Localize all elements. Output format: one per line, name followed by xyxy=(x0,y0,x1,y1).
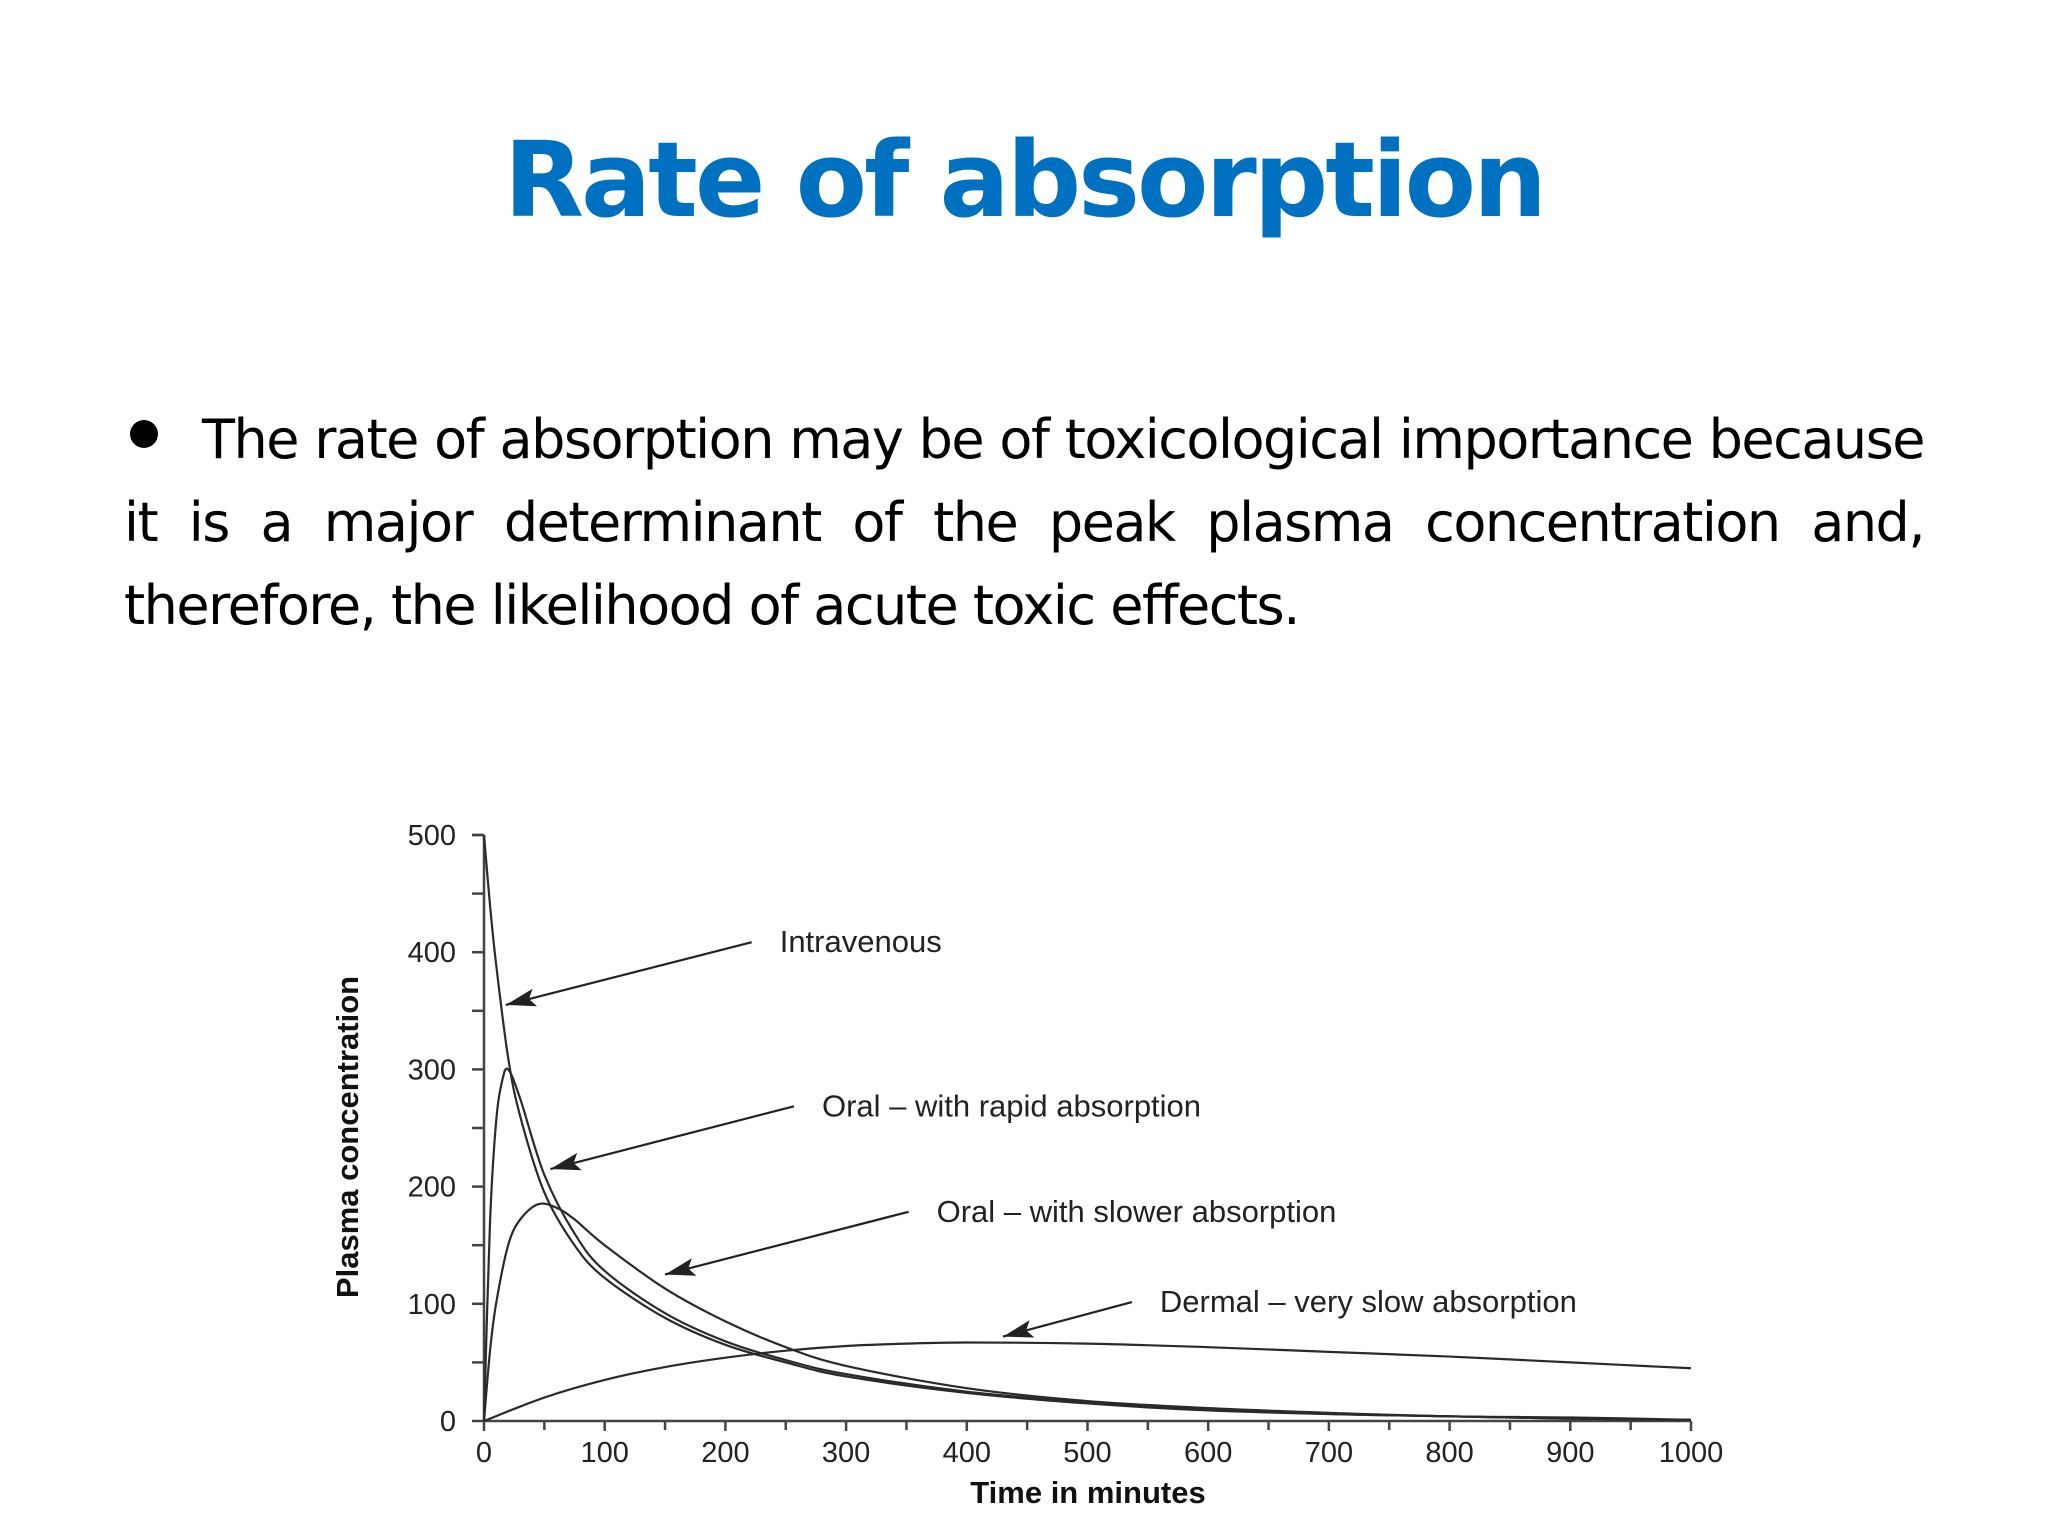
x-tick-label: 900 xyxy=(1546,1437,1594,1469)
arrowhead-icon xyxy=(505,988,538,1007)
x-tick-label: 600 xyxy=(1184,1437,1232,1469)
y-tick-label: 400 xyxy=(408,937,456,969)
x-axis: 0 100 200 300 400 500 600 700 800 900 1000 xyxy=(476,1419,1724,1469)
x-tick-label: 200 xyxy=(701,1437,749,1469)
y-tick-label: 200 xyxy=(408,1172,456,1204)
x-tick-label: 0 xyxy=(476,1437,492,1469)
bullet-paragraph: The rate of absorption may be of toxicol… xyxy=(124,398,1926,647)
x-tick-label: 100 xyxy=(581,1437,629,1469)
slide-title: Rate of absorption xyxy=(503,119,1547,241)
annotation-label: Dermal – very slow absorption xyxy=(1160,1284,1577,1319)
y-tick-label: 500 xyxy=(408,820,456,852)
annotation-label: Oral – with rapid absorption xyxy=(822,1088,1201,1123)
x-tick-label: 800 xyxy=(1425,1437,1473,1469)
y-tick-label: 0 xyxy=(440,1406,456,1438)
y-axis-title: Plasma concentration xyxy=(330,976,365,1298)
series-oral-with-slower-absorption-curve xyxy=(482,1202,1692,1422)
y-axis: 0 100 200 300 400 500 xyxy=(408,820,486,1438)
annotation-arrow-line xyxy=(505,941,752,1007)
x-tick-label: 300 xyxy=(822,1437,870,1469)
x-tick-label: 700 xyxy=(1305,1437,1353,1469)
series-oral-with-rapid-absorption-curve xyxy=(482,1067,1692,1422)
annotation-label: Intravenous xyxy=(780,924,942,959)
chart-annotations: Intravenous Oral – with rapid absorption O… xyxy=(505,924,1577,1338)
arrowhead-icon xyxy=(665,1258,697,1276)
annotation-label: Oral – with slower absorption xyxy=(937,1194,1337,1229)
y-tick-label: 300 xyxy=(408,1054,456,1086)
series-intravenous-curve xyxy=(482,834,1692,1421)
x-tick-label: 400 xyxy=(943,1437,991,1469)
chart-series xyxy=(482,834,1692,1423)
bullet-text: The rate of absorption may be of toxicol… xyxy=(124,408,1926,637)
annotation-arrow-line xyxy=(550,1105,795,1171)
x-axis-title: Time in minutes xyxy=(970,1475,1205,1510)
x-tick-label: 1000 xyxy=(1659,1437,1724,1469)
bullet-icon xyxy=(130,420,158,448)
series-dermal-very-slow-absorption-curve xyxy=(483,1341,1692,1423)
y-tick-label: 100 xyxy=(408,1289,456,1321)
arrowhead-icon xyxy=(1003,1320,1035,1338)
x-tick-label: 500 xyxy=(1063,1437,1111,1469)
annotation-arrow-line xyxy=(664,1210,909,1276)
arrowhead-icon xyxy=(550,1152,582,1171)
